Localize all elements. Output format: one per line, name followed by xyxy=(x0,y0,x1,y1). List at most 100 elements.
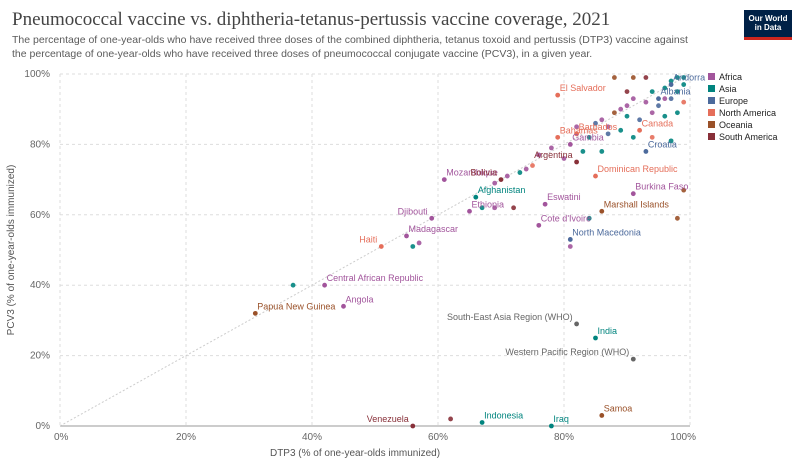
data-point xyxy=(599,149,605,154)
data-point xyxy=(567,142,573,147)
data-point xyxy=(668,78,674,84)
point-label: Ethiopia xyxy=(472,199,505,209)
data-point xyxy=(637,117,642,123)
data-point xyxy=(618,127,624,133)
data-point xyxy=(473,194,479,200)
legend-swatch xyxy=(708,85,715,92)
data-point xyxy=(593,173,598,179)
data-point xyxy=(624,89,630,94)
legend-label: Oceania xyxy=(719,120,753,130)
x-tick-label: 40% xyxy=(302,432,322,443)
legend-swatch xyxy=(708,97,715,104)
point-label: Argentina xyxy=(534,150,573,160)
data-point xyxy=(378,244,384,249)
point-label: Cote d'Ivoire xyxy=(541,213,591,223)
data-point xyxy=(567,237,573,242)
data-point xyxy=(668,96,674,102)
data-point xyxy=(618,106,624,112)
logo-line-1: Our World xyxy=(748,14,788,23)
data-point xyxy=(467,208,472,214)
data-point xyxy=(574,124,579,130)
data-point xyxy=(549,423,554,429)
point-label: South-East Asia Region (WHO) xyxy=(447,312,573,322)
data-point xyxy=(492,180,498,186)
data-point xyxy=(429,215,435,221)
point-label: Western Pacific Region (WHO) xyxy=(505,347,629,357)
y-axis-label: PCV3 (% of one-year-olds immunized) xyxy=(6,165,17,336)
data-point xyxy=(448,416,453,422)
data-point xyxy=(630,134,636,140)
point-label: Andorra xyxy=(673,73,705,83)
point-label: Djibouti xyxy=(398,206,428,216)
logo-line-2: in Data xyxy=(754,23,782,32)
data-point xyxy=(586,215,592,221)
data-point xyxy=(656,103,661,109)
point-label: Haiti xyxy=(359,234,377,244)
data-point xyxy=(599,117,605,123)
y-tick-label: 0% xyxy=(36,421,51,432)
data-point xyxy=(441,177,447,183)
data-point xyxy=(681,187,687,193)
legend-swatch xyxy=(708,109,715,116)
data-point xyxy=(662,113,668,119)
data-point xyxy=(561,156,567,161)
data-point xyxy=(593,335,598,341)
data-point xyxy=(605,124,611,130)
data-point xyxy=(479,205,485,211)
data-point xyxy=(555,92,561,98)
point-label: Barbados xyxy=(579,122,618,132)
data-point xyxy=(630,75,636,80)
point-label: Afghanistan xyxy=(478,185,526,195)
point-label: Papua New Guinea xyxy=(257,301,335,311)
data-point xyxy=(586,134,592,140)
data-point xyxy=(681,75,687,80)
data-point xyxy=(555,134,561,140)
data-point xyxy=(681,99,687,105)
y-tick-label: 20% xyxy=(30,351,50,362)
legend-label: South America xyxy=(719,132,778,142)
data-point xyxy=(523,166,529,172)
data-point xyxy=(574,131,579,137)
data-point xyxy=(542,201,548,207)
point-label: Indonesia xyxy=(484,410,523,420)
data-point xyxy=(410,244,416,249)
data-point xyxy=(599,208,605,214)
data-point xyxy=(404,233,409,239)
data-point xyxy=(549,145,554,151)
legend-swatch xyxy=(708,133,715,140)
data-point xyxy=(574,159,579,165)
point-label: El Salvador xyxy=(560,83,606,93)
data-point xyxy=(322,282,327,288)
data-point xyxy=(536,222,542,228)
data-point xyxy=(511,205,516,211)
point-label: Eswatini xyxy=(547,192,581,202)
data-point xyxy=(530,163,535,168)
data-point xyxy=(492,205,498,211)
legend-swatch xyxy=(708,121,715,128)
data-point xyxy=(675,89,680,94)
point-label: Venezuela xyxy=(367,414,409,424)
data-point xyxy=(580,149,586,154)
point-label: Croatia xyxy=(648,139,677,149)
data-point xyxy=(662,96,668,102)
data-point xyxy=(630,356,636,362)
chart-subtitle: The percentage of one-year-olds who have… xyxy=(12,34,688,60)
x-tick-label: 60% xyxy=(428,432,448,443)
point-label: Dominican Republic xyxy=(598,164,679,174)
data-point xyxy=(643,99,649,105)
y-tick-label: 40% xyxy=(30,280,50,291)
data-point xyxy=(637,127,642,133)
data-point xyxy=(649,89,655,94)
data-point xyxy=(605,131,611,137)
data-point xyxy=(410,423,416,429)
x-tick-label: 100% xyxy=(670,432,696,443)
owid-logo[interactable]: Our World in Data xyxy=(744,10,792,40)
data-point xyxy=(668,138,674,144)
point-label: Angola xyxy=(346,294,374,304)
data-point xyxy=(630,191,636,197)
data-point xyxy=(567,244,573,249)
point-label: North Macedonia xyxy=(572,227,641,237)
point-label: Iraq xyxy=(553,414,569,424)
legend-label: Africa xyxy=(719,72,742,82)
